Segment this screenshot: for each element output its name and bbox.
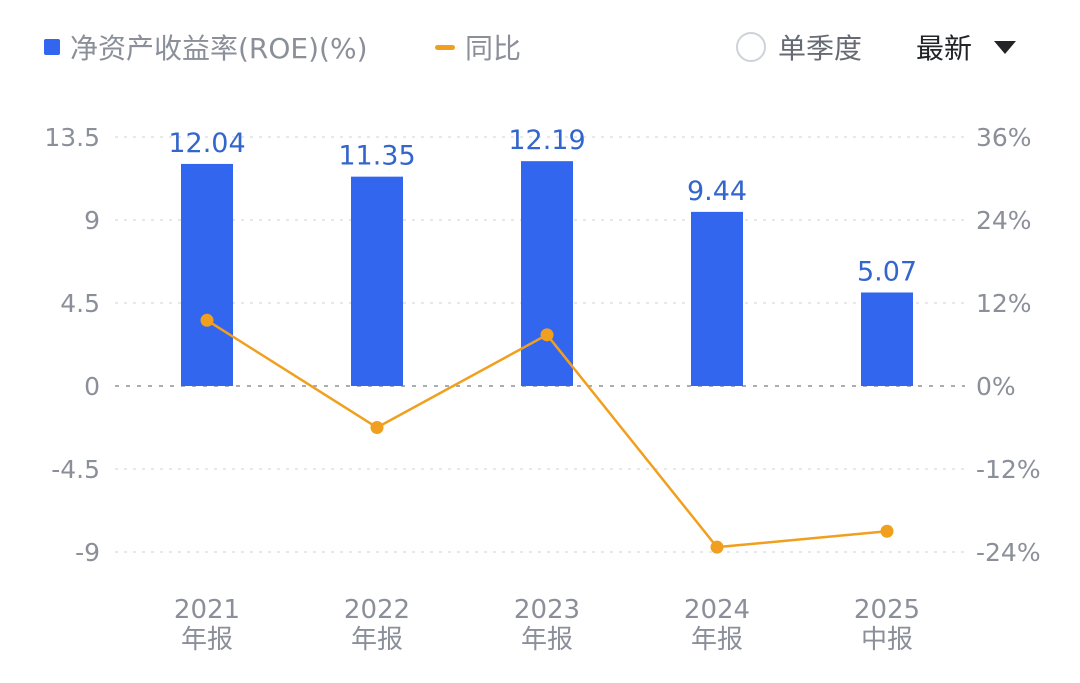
single-quarter-label: 单季度 xyxy=(778,32,863,65)
legend-roe-label: 净资产收益率(ROE)(%) xyxy=(70,32,368,65)
period-dropdown-value: 最新 xyxy=(916,32,973,65)
bar-2024 xyxy=(691,211,743,386)
single-quarter-toggle[interactable]: 单季度 xyxy=(736,22,862,72)
x-tick-period: 年报 xyxy=(521,625,573,655)
bar-value-label: 12.19 xyxy=(508,125,585,156)
bar-2022 xyxy=(351,176,403,386)
caret-down-icon[interactable] xyxy=(994,40,1017,54)
bar-value-label: 5.07 xyxy=(857,256,917,287)
right-tick-label: -12% xyxy=(976,455,1041,484)
right-tick-label: -24% xyxy=(976,538,1041,567)
left-tick-label: 0 xyxy=(84,372,100,401)
x-tick-period: 中报 xyxy=(861,625,913,655)
yoy-point-2022 xyxy=(370,421,384,434)
bar-value-label: 11.35 xyxy=(338,141,415,172)
bar-value-label: 12.04 xyxy=(168,128,245,159)
legend-item-yoy[interactable]: 同比 xyxy=(435,22,521,72)
x-tick-year: 2021 xyxy=(174,595,240,625)
yoy-point-2024 xyxy=(710,540,724,554)
bar-2021 xyxy=(181,163,233,386)
right-tick-label: 0% xyxy=(976,372,1016,401)
left-tick-label: -9 xyxy=(75,538,100,567)
x-tick-period: 年报 xyxy=(181,625,233,655)
x-tick-year: 2022 xyxy=(344,595,410,625)
yoy-point-2021 xyxy=(200,313,214,327)
legend-yoy-label: 同比 xyxy=(465,32,522,65)
radio-circle-icon[interactable] xyxy=(736,32,766,62)
yoy-point-2023 xyxy=(540,328,554,342)
legend-line-swatch xyxy=(435,44,455,50)
yoy-point-2025 xyxy=(880,524,894,538)
left-tick-label: 9 xyxy=(84,206,100,235)
right-tick-label: 24% xyxy=(976,206,1032,235)
left-tick-label: -4.5 xyxy=(51,455,100,484)
right-tick-label: 36% xyxy=(976,123,1032,152)
legend-bar-swatch xyxy=(44,39,60,55)
bar-value-label: 9.44 xyxy=(687,176,747,207)
x-tick-period: 年报 xyxy=(351,625,403,655)
right-tick-label: 12% xyxy=(976,289,1032,318)
bar-2025 xyxy=(861,292,913,386)
left-tick-label: 4.5 xyxy=(60,289,100,318)
x-tick-year: 2025 xyxy=(854,595,920,625)
bar-2023 xyxy=(521,161,573,386)
x-tick-year: 2024 xyxy=(684,595,750,625)
x-tick-year: 2023 xyxy=(514,595,580,625)
chart-legend: 净资产收益率(ROE)(%) 同比 单季度 最新 xyxy=(0,22,1080,72)
x-tick-period: 年报 xyxy=(691,625,743,655)
legend-item-roe[interactable]: 净资产收益率(ROE)(%) xyxy=(44,22,368,72)
left-tick-label: 13.5 xyxy=(44,123,100,152)
period-dropdown[interactable]: 最新 xyxy=(916,22,1017,72)
